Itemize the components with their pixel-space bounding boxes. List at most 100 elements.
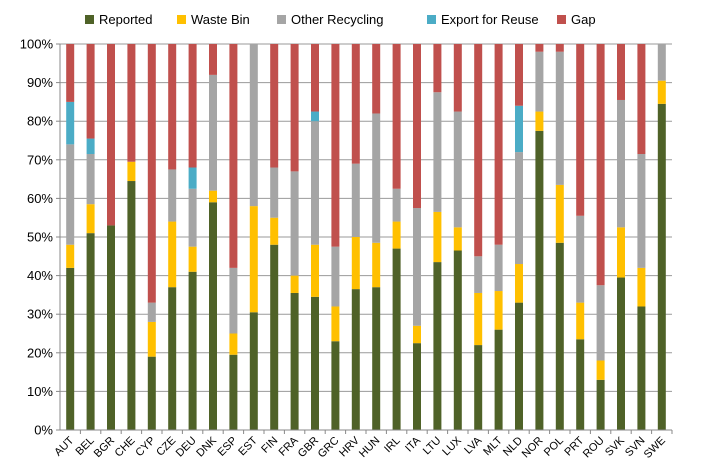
bar-cyp-reported (147, 356, 156, 430)
bar-lux-other-recycling (453, 111, 462, 228)
legend-label: Waste Bin (191, 12, 250, 27)
y-tick-label: 50% (27, 230, 53, 245)
bar-svn-reported (637, 306, 646, 430)
bar-hun-gap (372, 44, 381, 114)
y-tick-label: 0% (34, 423, 53, 438)
bar-gbr-reported (311, 296, 319, 430)
bar-rou-reported (596, 379, 605, 430)
bar-deu-waste-bin (188, 246, 197, 272)
bar-cyp-other-recycling (147, 302, 156, 322)
bar-fra-gap (290, 44, 299, 172)
bar-est-other-recycling (249, 44, 258, 207)
bar-est-reported (249, 312, 258, 430)
bars (66, 44, 666, 430)
bar-svk-other-recycling (617, 99, 625, 228)
legend-swatch (557, 15, 566, 24)
bar-nor-other-recycling (535, 51, 544, 112)
x-tick-label: LUX (440, 434, 464, 458)
bar-pol-waste-bin (555, 184, 564, 243)
bar-irl-gap (392, 44, 401, 189)
bar-hrv-other-recycling (351, 163, 360, 237)
x-tick-label: ESP (215, 435, 239, 459)
legend-label: Export for Reuse (441, 12, 539, 27)
bar-hun-reported (372, 287, 381, 430)
y-tick-label: 80% (27, 114, 53, 129)
bar-bel-gap (86, 44, 95, 139)
x-tick-label: BGR (92, 435, 117, 460)
bar-mlt-other-recycling (494, 244, 503, 292)
bar-rou-waste-bin (596, 360, 605, 380)
bar-prt-other-recycling (576, 215, 585, 303)
y-tick-label: 20% (27, 345, 53, 360)
legend-swatch (427, 15, 436, 24)
bar-cze-reported (168, 287, 177, 430)
bar-lva-waste-bin (474, 292, 483, 346)
bar-cze-other-recycling (168, 169, 177, 222)
x-tick-label: EST (236, 434, 260, 458)
legend: Reported Waste Bin Other Recycling Export f… (85, 12, 596, 27)
bar-bel-other-recycling (86, 154, 95, 205)
bar-pol-other-recycling (555, 51, 564, 185)
bar-svn-other-recycling (637, 154, 646, 268)
legend-label: Reported (99, 12, 152, 27)
bar-cyp-gap (147, 44, 156, 303)
bar-svk-gap (617, 44, 625, 100)
bar-rou-gap (596, 44, 605, 286)
bar-nld-gap (515, 44, 523, 106)
y-tick-label: 10% (27, 384, 53, 399)
bar-aut-gap (66, 44, 75, 102)
bar-rou-other-recycling (596, 285, 605, 361)
y-tick-label: 30% (27, 307, 53, 322)
x-tick-label: DEU (174, 435, 199, 460)
x-tick-label: FRA (277, 434, 302, 459)
bar-ita-reported (413, 343, 421, 430)
y-tick-label: 90% (27, 75, 53, 90)
y-tick-label: 40% (27, 268, 53, 283)
bar-aut-export-for-reuse (66, 101, 75, 145)
bar-lva-other-recycling (474, 256, 483, 293)
y-tick-label: 100% (20, 37, 54, 52)
bar-bgr-reported (107, 225, 115, 430)
legend-label: Gap (571, 12, 596, 27)
x-tick-label: IRL (382, 435, 403, 456)
x-tick-label: CYP (133, 435, 157, 459)
bar-nld-other-recycling (515, 152, 523, 265)
bar-esp-waste-bin (229, 333, 238, 355)
bar-ita-gap (413, 44, 421, 209)
bar-bgr-gap (107, 44, 115, 226)
bar-grc-waste-bin (331, 306, 340, 342)
bar-ltu-gap (433, 44, 442, 93)
bar-svn-gap (637, 44, 646, 155)
bar-mlt-waste-bin (494, 291, 503, 330)
legend-label: Other Recycling (291, 12, 383, 27)
bar-mlt-gap (494, 44, 503, 245)
legend-swatch (277, 15, 286, 24)
bar-ltu-waste-bin (433, 211, 442, 263)
bar-lva-reported (474, 345, 483, 430)
bar-svk-reported (617, 277, 625, 430)
bar-hun-other-recycling (372, 113, 381, 243)
legend-swatch (177, 15, 186, 24)
x-tick-label: HUN (357, 435, 382, 460)
bar-bel-reported (86, 233, 95, 430)
bar-fin-other-recycling (270, 167, 279, 218)
bar-dnk-other-recycling (209, 74, 217, 191)
bar-irl-other-recycling (392, 188, 401, 222)
bar-fra-waste-bin (290, 275, 299, 293)
bar-nld-export-for-reuse (515, 105, 523, 153)
bar-esp-other-recycling (229, 267, 238, 334)
x-tick-label: CHE (113, 435, 138, 460)
x-tick-label: HRV (337, 434, 362, 459)
bar-swe-other-recycling (657, 44, 666, 81)
bar-fin-waste-bin (270, 217, 279, 245)
bar-prt-reported (576, 339, 585, 430)
legend-item: Export for Reuse (427, 12, 539, 27)
x-tick-label: NOR (520, 435, 546, 461)
bar-cyp-waste-bin (147, 321, 156, 357)
y-tick-label: 60% (27, 191, 53, 206)
bar-hrv-gap (351, 44, 360, 164)
bar-irl-reported (392, 248, 401, 430)
x-tick-label: ROU (581, 435, 607, 461)
